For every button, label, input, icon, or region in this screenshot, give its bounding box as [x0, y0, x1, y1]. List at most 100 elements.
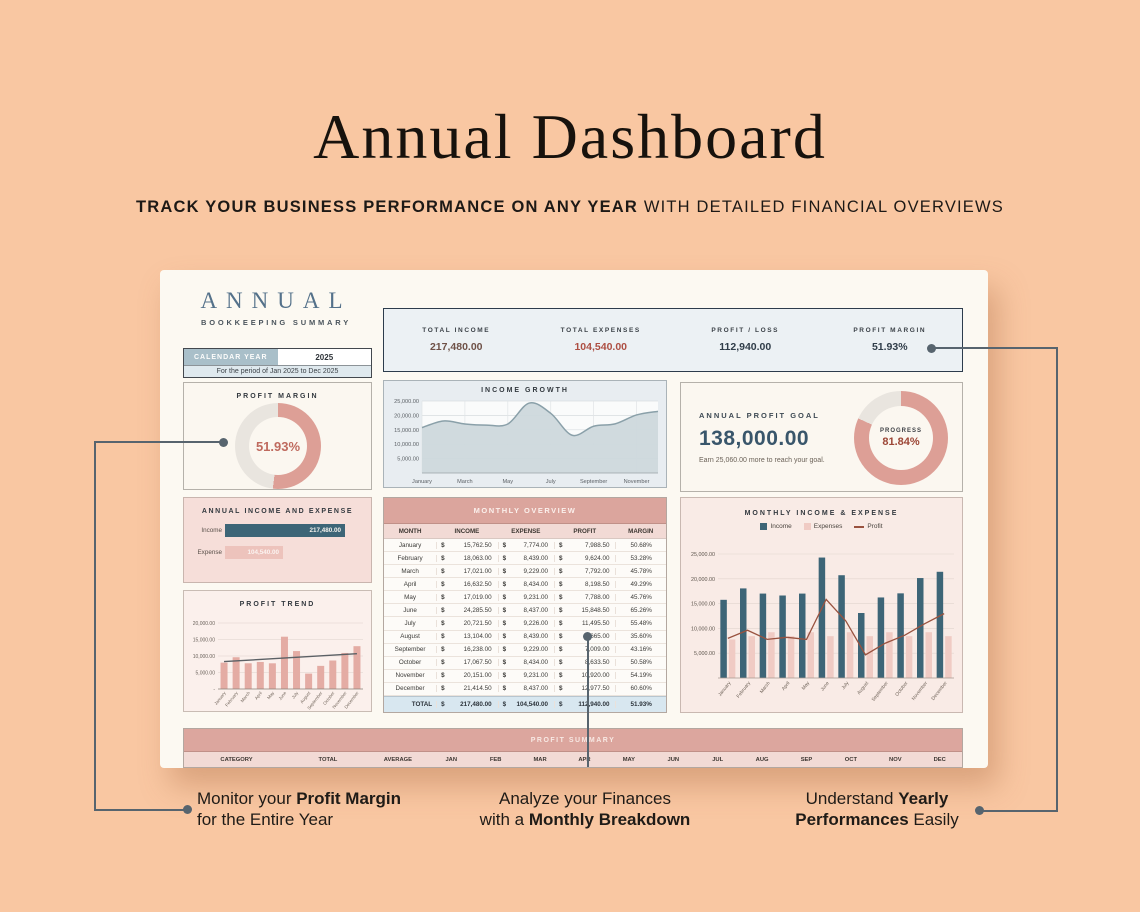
svg-text:June: June: [277, 690, 287, 701]
currency-symbol: $: [497, 541, 510, 549]
currency-symbol: $: [554, 606, 566, 614]
profit-margin-card: PROFIT MARGIN 51.93%: [183, 382, 372, 490]
cell-margin: 50.58%: [615, 659, 665, 667]
annual-income-expense-bars: Income 217,480.00 Expense 104,540.00: [184, 524, 371, 559]
connector-right-line: [1056, 347, 1058, 812]
profit-trend-title: PROFIT TREND: [239, 601, 316, 608]
currency-symbol: $: [497, 633, 510, 641]
cell-income: 217,480.00: [460, 701, 492, 708]
svg-text:July: July: [291, 690, 300, 700]
column-header: JUL: [712, 756, 724, 763]
cell-expense: 104,540.00: [516, 701, 549, 708]
metric-value: 217,480.00: [429, 341, 483, 353]
cell-income: 21,414.50: [463, 685, 492, 693]
cell-margin: 50.68%: [615, 541, 665, 549]
cell-income: 18,063.00: [463, 554, 492, 562]
cell-margin: 60.60%: [615, 685, 665, 693]
currency-symbol: $: [554, 701, 566, 708]
income-growth-chart: 5,000.00 10,000.00 15,000.00 20,000.00 25,00…: [394, 399, 659, 485]
cell-profit: 7,009.00: [584, 646, 610, 654]
annual-income-expense-card: ANNUAL INCOME AND EXPENSE Income 217,480…: [183, 497, 372, 583]
currency-symbol: $: [554, 554, 566, 562]
callout-line: with a Monthly Breakdown: [479, 810, 691, 829]
cell-margin: 43.16%: [615, 646, 665, 654]
callout-line: Monitor your Profit Margin: [197, 789, 402, 808]
cell-profit: 4,665.00: [584, 633, 610, 641]
connector-middle-dot: [583, 632, 592, 641]
callout-line: Understand Yearly: [805, 789, 949, 808]
goal-progress-value: 81.84%: [882, 436, 920, 448]
cell-income: 17,019.00: [463, 593, 492, 601]
currency-symbol: $: [436, 620, 448, 627]
svg-text:September: September: [871, 680, 890, 703]
column-header: DEC: [933, 756, 946, 763]
svg-text:September: September: [580, 479, 607, 485]
svg-text:April: April: [781, 681, 792, 692]
cell-expense: 8,439.00: [523, 554, 549, 562]
profit-summary-banner: PROFIT SUMMARY: [184, 729, 962, 752]
subtitle-bold: TRACK YOUR BUSINESS PERFORMANCE ON ANY Y…: [135, 198, 639, 216]
legend-label: Profit: [867, 523, 883, 530]
goal-note: Earn 25,060.00 more to reach your goal.: [699, 457, 825, 464]
currency-symbol: $: [436, 659, 448, 667]
svg-text:February: February: [736, 680, 753, 699]
cell-margin: 65.26%: [615, 606, 665, 614]
monthly-overview-table: MONTHLY OVERVIEW MONTH INCOME EXPENSE PROFI…: [383, 497, 667, 713]
table-row: March $ 17,021.00 $ 9,229.00 $ 7,792.00 …: [384, 565, 666, 579]
cell-expense: 8,434.00: [523, 580, 549, 588]
currency-symbol: $: [554, 633, 566, 641]
currency-symbol: $: [497, 580, 510, 588]
cell-income: 16,238.00: [463, 646, 492, 654]
cell-profit: 112,940.00: [578, 701, 610, 708]
currency-symbol: $: [554, 659, 566, 667]
svg-text:20,000.00: 20,000.00: [394, 413, 419, 419]
monthly-income-expense-chart: 5,000.00 10,000.00 15,000.00 20,000.00 25,00…: [691, 552, 954, 703]
summary-metric: PROFIT / LOSS 112,940.00: [673, 327, 818, 353]
page-subtitle: TRACK YOUR BUSINESS PERFORMANCE ON ANY Y…: [0, 198, 1140, 217]
currency-symbol: $: [497, 554, 510, 562]
summary-metric: PROFIT MARGIN 51.93%: [818, 327, 963, 353]
column-header: AUG: [755, 756, 769, 763]
column-header: TOTAL: [318, 756, 338, 763]
goal-progress-label: PROGRESS: [879, 428, 922, 434]
svg-text:25,000.00: 25,000.00: [691, 552, 715, 558]
svg-text:5,000.00: 5,000.00: [196, 671, 216, 677]
table-row: October $ 17,067.50 $ 8,434.00 $ 8,633.5…: [384, 657, 666, 670]
goal-title: ANNUAL PROFIT GOAL: [699, 411, 820, 420]
currency-symbol: $: [497, 593, 510, 601]
currency-symbol: $: [436, 672, 448, 680]
table-row: December $ 21,414.50 $ 8,437.00 $ 12,977…: [384, 683, 666, 696]
callout-profit-margin: Monitor your Profit Margin for the Entir…: [197, 788, 401, 830]
currency-symbol: $: [436, 646, 448, 654]
currency-symbol: $: [436, 593, 448, 601]
summary-bar: TOTAL INCOME 217,480.00 TOTAL EXPENSES 10…: [383, 308, 963, 372]
currency-symbol: $: [497, 620, 510, 627]
monthly-income-expense-title: MONTHLY INCOME & EXPENSE: [744, 510, 899, 517]
monthly-overview-header: MONTH INCOME EXPENSE PROFIT MARGIN: [384, 524, 666, 539]
metric-label: PROFIT MARGIN: [853, 327, 927, 334]
cell-margin: 45.78%: [615, 567, 665, 575]
column-header: OCT: [844, 756, 858, 763]
profit-trend-card: PROFIT TREND 5,000.00 10,000.00 15,000.00 2…: [183, 590, 372, 712]
cell-month: October: [398, 659, 422, 667]
brand-block: ANNUAL BOOKKEEPING SUMMARY: [193, 288, 359, 327]
svg-text:July: July: [840, 680, 850, 691]
svg-text:November: November: [911, 680, 930, 701]
column-header: FEB: [489, 756, 502, 763]
currency-symbol: $: [554, 672, 566, 680]
currency-symbol: $: [554, 685, 566, 693]
svg-text:March: March: [759, 680, 772, 694]
cell-income: 13,104.00: [463, 633, 492, 641]
cell-margin: 49.29%: [615, 580, 665, 588]
currency-symbol: $: [436, 633, 448, 641]
profit-summary-header: CATEGORY TOTAL AVERAGE JAN FEB MAR APR MAY JUN JU…: [184, 752, 962, 767]
column-header: CATEGORY: [220, 756, 253, 763]
legend-label: Income: [770, 523, 792, 530]
table-row: July $ 20,721.50 $ 9,226.00 $ 11,495.50 …: [384, 617, 666, 631]
calendar-year-value[interactable]: 2025: [315, 352, 334, 362]
column-header: MONTH: [398, 527, 422, 535]
column-header: NOV: [889, 756, 902, 763]
currency-symbol: $: [497, 672, 510, 680]
connector-left-line: [94, 809, 188, 811]
